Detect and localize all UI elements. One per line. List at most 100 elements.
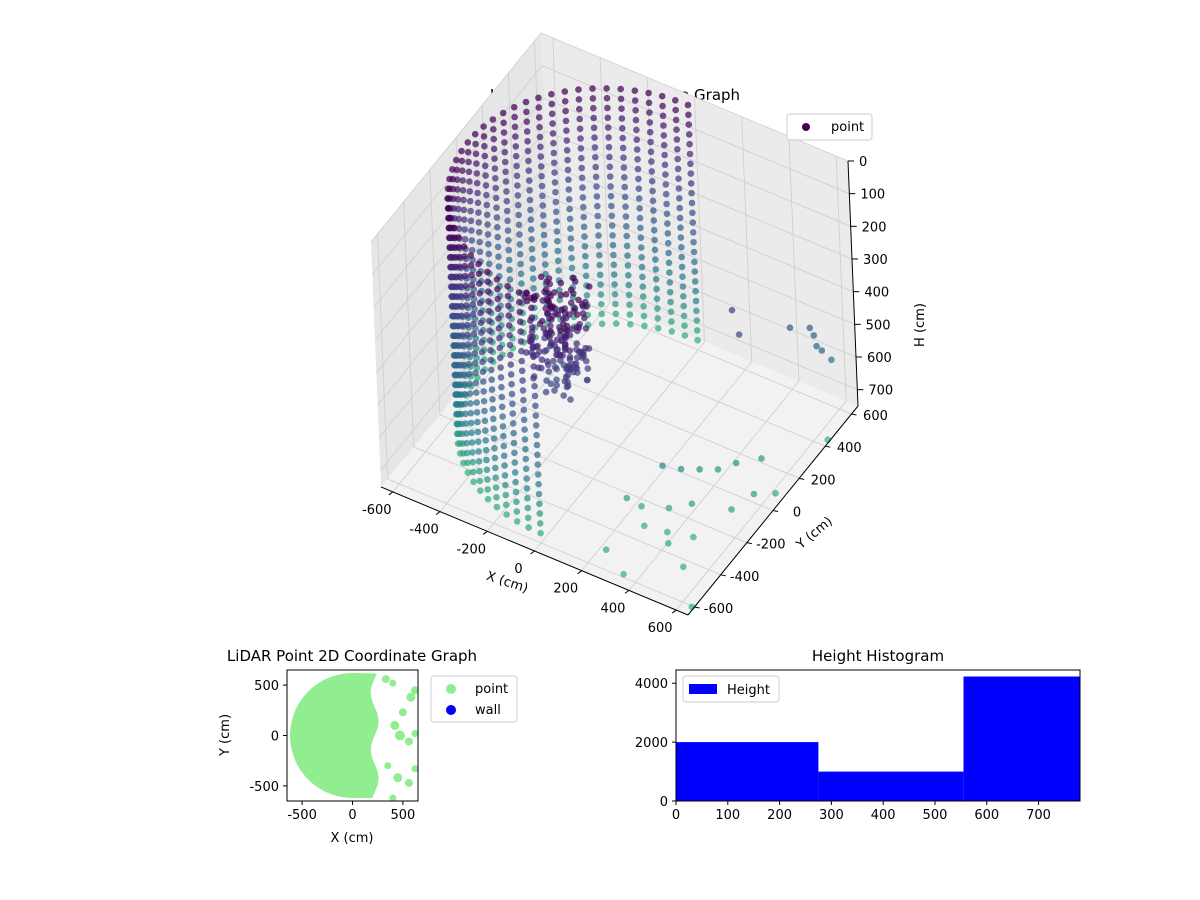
chart3d-point [475,260,482,268]
chart3d-point [577,135,584,142]
chart3d-point [552,188,559,196]
chart3d-point [598,310,605,318]
chart3d-gridline-x-back [741,116,753,362]
chart3d-point [517,270,525,278]
chart3d-point [551,169,558,176]
chart3d-point [611,290,619,298]
histogram-bar [818,771,964,801]
chart3d-point [619,125,626,132]
chart3d-point [537,529,544,537]
chart3d-z-axis-line [847,160,859,407]
chart3d-point [557,327,564,335]
chart3d-point [544,358,551,365]
chart3d-point [687,180,695,187]
chart3d-point [654,324,662,332]
chart3d-point [494,233,502,241]
chart3d-y-tick-label: 600 [863,409,888,424]
chart3d-point [676,214,684,222]
chart3d-point [579,194,587,201]
chart3d-point [621,183,628,191]
chart2d-point-blob [390,720,400,730]
chart3d-point [520,406,528,414]
chart3d-point [676,204,683,212]
chart2d-point-blob [384,762,392,770]
chart3d-point [626,301,633,309]
chart3d-point [469,311,477,318]
chart3d-point [553,351,560,359]
chart3d-point [539,212,547,219]
chart3d-x-tick [435,511,441,516]
chart3d-point [566,356,574,363]
chart3d-point [492,474,500,482]
chart3d-point [732,459,740,467]
chart3d-point [470,320,477,328]
chart3d-point [479,358,486,366]
chart3d-point [661,161,669,169]
chart3d-point [484,221,491,228]
chart3d-point [685,121,693,128]
chart3d-point [482,446,490,454]
histogram-ticks: 0 100 200 300 400 500 600 700 0 2000 4000 [635,677,1051,823]
chart3d-point [659,462,666,470]
chart3d-point [494,243,502,251]
chart3d-point [459,351,467,359]
chart3d-point [595,242,603,249]
chart3d-point [494,295,502,303]
chart3d-point [473,389,480,397]
chart3d-point [480,133,488,140]
chart3d-point [597,291,605,298]
chart3d-point [510,429,517,437]
chart3d-point [589,95,597,102]
chart3d-point [605,143,613,151]
chart3d-point [446,175,453,183]
chart3d-point [514,192,522,199]
chart3d-point [480,123,487,130]
chart3d-point [502,168,509,176]
chart3d-point [551,179,559,186]
chart3d-point [593,183,600,190]
chart2d-point-blob [411,765,418,773]
chart3d-point [513,498,520,506]
chart3d-point [471,340,478,348]
chart3d-point [476,477,484,485]
chart3d-point [528,304,535,312]
chart3d-point [582,325,590,332]
chart3d-point [537,143,544,151]
chart3d-x-tick-label: 0 [514,562,522,577]
chart3d-point [547,327,554,335]
chart3d-point [660,122,667,129]
chart2d-legend-marker-point [446,684,456,694]
chart3d-point [633,126,640,134]
chart3d-point [494,285,501,293]
chart3d-point [621,174,628,181]
chart3d-point [495,263,503,270]
chart2d-point-blob [411,686,418,695]
chart3d-point [490,145,498,153]
chart3d-point [470,330,478,338]
chart3d-point [484,288,492,295]
histogram-x-tick-label: 300 [819,808,844,823]
chart3d-point [544,297,552,304]
chart3d-point [650,217,658,224]
chart3d-point [466,390,474,397]
chart2d-legend: point wall [430,675,518,723]
histogram-y-tick-label: 2000 [635,736,668,751]
chart3d-point [534,451,541,459]
chart3d-point [481,142,488,150]
chart3d-point [513,518,521,525]
chart3d-point [484,476,491,483]
chart3d-point [647,138,654,146]
chart3d-y-tick-label: -400 [730,570,760,585]
histogram-y-tick-label: 4000 [635,677,668,692]
chart3d-point [562,291,570,298]
chart3d-point [489,405,497,413]
chart3d-point [552,208,560,216]
chart3d-point [576,125,584,133]
chart3d-y-tick-label: -200 [756,538,786,553]
chart3d-point [577,348,585,356]
chart2d-x-tick-label: 0 [348,808,356,823]
chart3d-point [444,195,451,202]
chart3d-point [459,332,466,339]
chart3d-point [536,520,544,527]
chart3d-point [482,172,489,179]
